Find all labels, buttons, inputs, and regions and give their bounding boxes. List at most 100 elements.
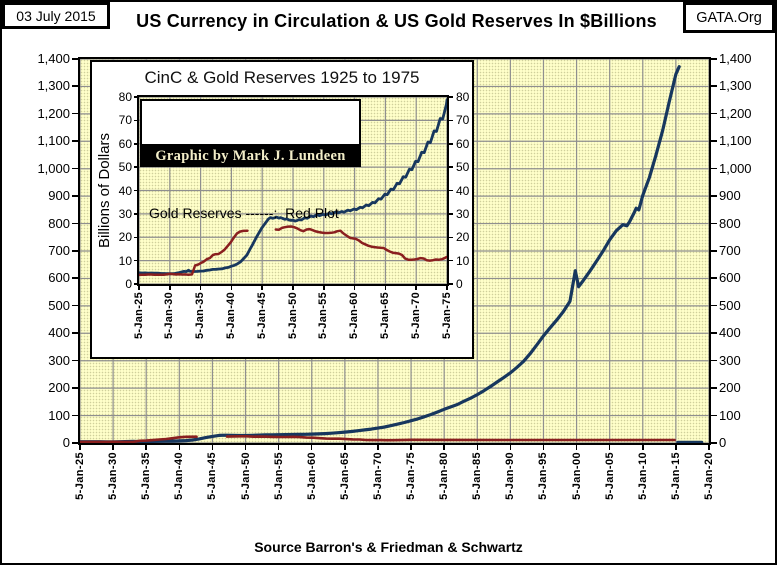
- y-tick-label-right: 400: [719, 325, 741, 341]
- inset-x-tick-label: 5-Jan-30: [163, 292, 176, 340]
- y-tick-mark-right: [711, 277, 717, 279]
- inset-x-tick-label: 5-Jan-45: [255, 292, 268, 340]
- y-tick-mark-left: [72, 112, 78, 115]
- inset-y-tick-label-right: 10: [456, 253, 470, 268]
- inset-y-tick-mark-left: [134, 96, 138, 98]
- inset-x-tick-label: 5-Jan-60: [348, 292, 361, 340]
- x-tick-mark: [410, 445, 412, 450]
- inset-x-tick-label: 5-Jan-40: [224, 292, 237, 340]
- inset-x-tick-mark: [261, 286, 263, 290]
- y-tick-mark-left: [72, 387, 78, 389]
- inset-y-tick-mark-right: [449, 283, 453, 285]
- y-tick-label-right: 900: [719, 188, 741, 204]
- y-tick-label-left: 600: [48, 270, 70, 286]
- inset-y-tick-mark-right: [449, 236, 453, 238]
- y-tick-label-left: 700: [48, 243, 70, 258]
- x-tick-label: 5-Jan-60: [305, 452, 318, 500]
- x-tick-mark: [642, 445, 644, 450]
- inset-y-tick-mark-left: [134, 259, 138, 262]
- inset-y-tick-label-right: 60: [456, 136, 470, 151]
- inset-y-tick-label-left: 70: [118, 113, 132, 128]
- y-tick-label-right: 700: [719, 243, 741, 258]
- x-tick-mark: [675, 445, 677, 450]
- y-tick-mark-right: [711, 167, 717, 170]
- x-tick-label: 5-Jan-25: [74, 452, 86, 500]
- y-tick-mark-right: [711, 304, 717, 307]
- x-tick-label: 5-Jan-75: [405, 452, 418, 500]
- inset-x-tick-mark: [353, 286, 356, 290]
- inset-y-tick-label-left: 80: [118, 90, 132, 104]
- x-tick-label: 5-Jan-35: [140, 452, 153, 500]
- y-tick-mark-right: [711, 58, 717, 60]
- y-tick-mark-right: [711, 359, 717, 362]
- inset-y-tick-mark-right: [449, 143, 453, 145]
- y-tick-mark-right: [711, 442, 717, 444]
- inset-y-tick-mark-left: [134, 166, 138, 168]
- y-tick-mark-right: [711, 112, 717, 115]
- x-tick-mark: [178, 445, 181, 450]
- inset-y-tick-label-left: 50: [118, 160, 132, 175]
- inset-x-tick-mark: [323, 286, 325, 290]
- inset-title: CinC & Gold Reserves 1925 to 1975: [144, 68, 420, 87]
- y-tick-mark-left: [72, 277, 78, 279]
- y-tick-label-left: 1,200: [37, 105, 70, 121]
- inset-x-tick-label: 5-Jan-65: [378, 292, 391, 340]
- x-tick-mark: [575, 445, 578, 450]
- x-tick-label: 5-Jan-45: [206, 452, 219, 500]
- inset-y-tick-label-left: 20: [118, 230, 132, 245]
- y-tick-mark-left: [72, 332, 78, 334]
- y-tick-label-right: 800: [719, 215, 741, 231]
- y-tick-label-right: 300: [719, 352, 741, 368]
- series-cinc: [80, 65, 681, 443]
- inset-y-tick-label-left: 40: [118, 183, 132, 198]
- y-tick-label-right: 600: [719, 270, 741, 286]
- x-tick-label: 5-Jan-85: [471, 452, 484, 500]
- y-tick-mark-left: [72, 140, 78, 142]
- inset-x-tick-label: 5-Jan-35: [194, 292, 207, 340]
- y-tick-mark-left: [72, 85, 78, 87]
- inset-x-tick-label: 5-Jan-50: [286, 292, 299, 340]
- y-tick-label-left: 800: [48, 215, 70, 231]
- inset-y-tick-label-right: 70: [456, 113, 470, 128]
- x-tick-mark: [708, 445, 710, 450]
- inset-y-tick-label-left: 30: [118, 206, 132, 221]
- inset-y-tick-mark-right: [449, 166, 453, 168]
- y-tick-label-left: 100: [48, 407, 70, 423]
- inset-y-tick-mark-right: [449, 189, 453, 192]
- inset-x-tick-mark: [169, 286, 171, 290]
- inset-y-tick-mark-right: [449, 96, 453, 98]
- x-tick-label: 5-Jan-55: [272, 452, 285, 500]
- inset-x-tick-label: 5-Jan-55: [317, 292, 330, 340]
- series-gold: [274, 225, 447, 262]
- x-tick-label: 5-Jan-30: [107, 452, 120, 500]
- x-tick-label: 5-Jan-50: [239, 452, 252, 500]
- y-tick-mark-left: [72, 58, 78, 60]
- inset-x-tick-mark: [384, 286, 387, 290]
- series-gold: [225, 434, 676, 442]
- y-tick-mark-left: [72, 250, 78, 252]
- inset-x-tick-mark: [415, 286, 417, 290]
- y-tick-mark-right: [711, 250, 717, 252]
- y-tick-mark-left: [72, 414, 78, 417]
- inset-x-tick-label: 5-Jan-75: [440, 292, 453, 340]
- y-tick-mark-left: [72, 222, 78, 225]
- footer-source: Source Barron's & Friedman & Schwartz: [254, 539, 523, 555]
- y-tick-label-left: 200: [48, 380, 70, 396]
- y-tick-label-right: 0: [719, 435, 727, 450]
- y-tick-label-right: 1,000: [719, 160, 752, 176]
- y-tick-label-right: 500: [719, 297, 741, 313]
- inset-y-tick-label-left: 10: [118, 253, 132, 268]
- y-tick-label-left: 1,000: [37, 160, 70, 176]
- y-tick-mark-right: [711, 195, 717, 197]
- inset-x-tick-mark: [138, 286, 140, 290]
- x-tick-mark: [244, 445, 247, 450]
- y-tick-mark-right: [711, 85, 717, 87]
- series-cinc: [139, 98, 447, 276]
- x-tick-mark: [145, 445, 147, 450]
- inset-x-tick-mark: [199, 286, 202, 290]
- x-tick-label: 5-Jan-70: [371, 452, 384, 500]
- y-tick-label-left: 1,400: [37, 51, 70, 66]
- y-tick-mark-right: [711, 222, 717, 225]
- inset-y-tick-mark-right: [449, 259, 453, 262]
- x-tick-mark: [277, 445, 280, 450]
